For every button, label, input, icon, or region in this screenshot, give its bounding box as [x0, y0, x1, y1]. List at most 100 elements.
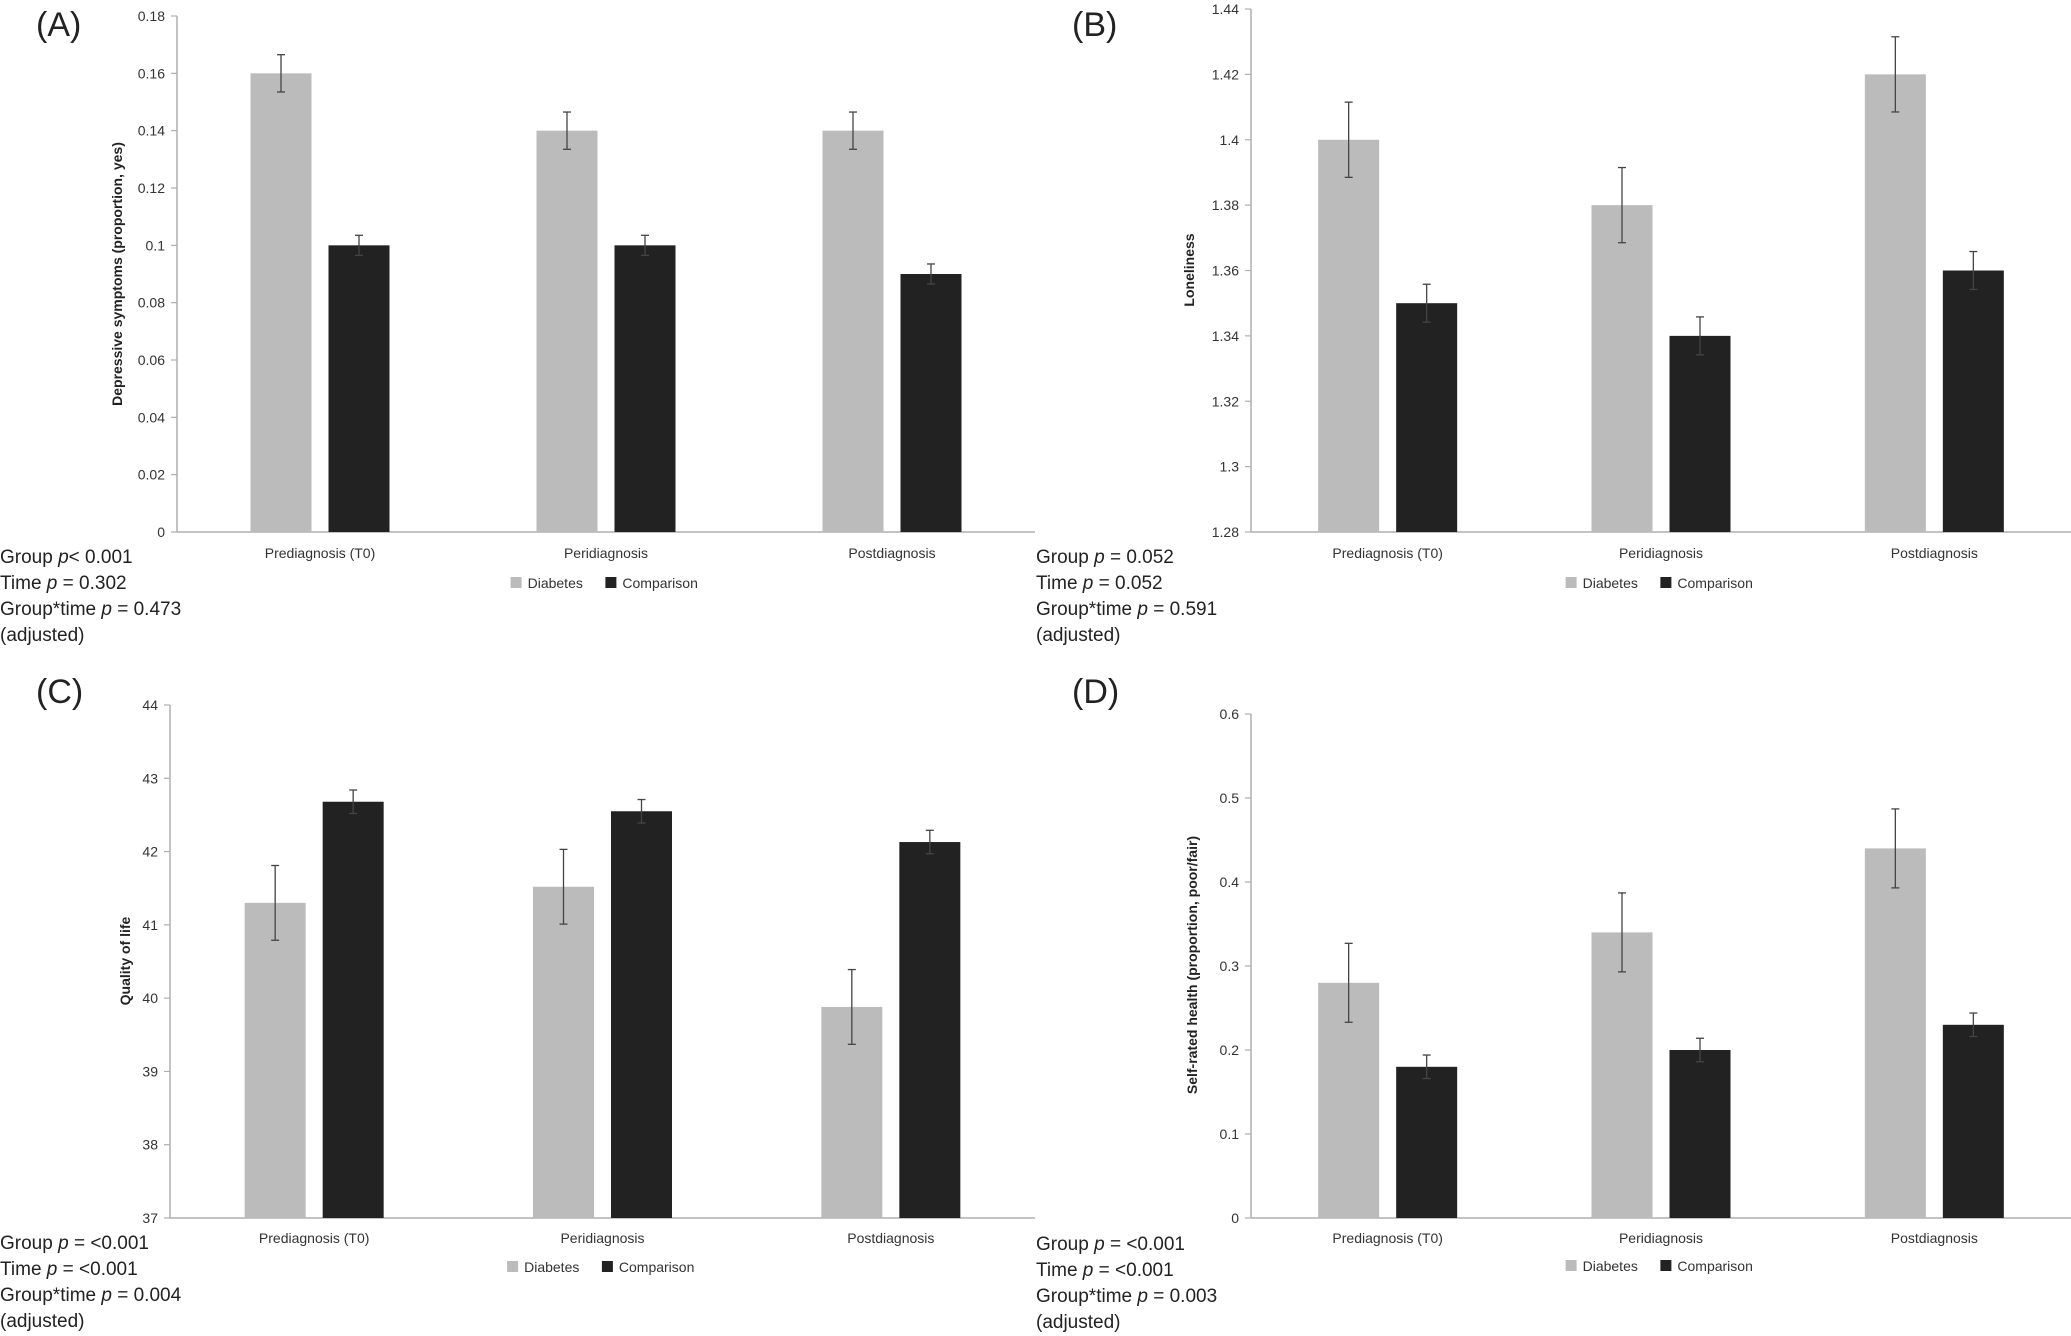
bar-diabetes: [244, 902, 306, 1218]
y-axis-label: Loneliness: [1181, 233, 1197, 306]
bar-diabetes: [1591, 205, 1653, 532]
stats-line: Time p = 0.052: [1036, 573, 1163, 594]
legend-label: Comparison: [1677, 1258, 1752, 1274]
chart-svg: 0 0.02 0.04 0.06 0.08 0.1 0.12 0.14 0.16 0.18 Depr…: [109, 8, 1035, 591]
legend-swatch: [1565, 1260, 1577, 1271]
y-tick-label: 1.44: [1212, 1, 1239, 17]
stats-line: Group*time p = 0.003: [1036, 1286, 1218, 1307]
y-tick-label: 0.6: [1220, 706, 1240, 722]
y-tick-label: 0.14: [138, 123, 165, 139]
y-tick-label: 0.02: [138, 467, 165, 483]
stats-line: (adjusted): [0, 1311, 85, 1332]
legend-label: Comparison: [622, 575, 697, 591]
legend-label: Comparison: [619, 1259, 694, 1275]
x-category-label: Peridiagnosis: [560, 1230, 644, 1246]
stats-line: Time p = <0.001: [0, 1259, 138, 1280]
legend-swatch: [510, 577, 522, 588]
y-tick-label: 1.4: [1220, 132, 1240, 148]
stats-text: Group p = <0.001 Time p = <0.001 Group*tim…: [0, 1231, 181, 1335]
bar-comparison: [1396, 1066, 1458, 1218]
legend-swatch: [1660, 1260, 1672, 1271]
legend-swatch: [1660, 577, 1672, 588]
x-category-label: Postdiagnosis: [848, 545, 935, 561]
stats-line: (adjusted): [1036, 1312, 1121, 1333]
chart-svg: 0 0.1 0.2 0.3 0.4 0.5 0.6 Self-rated health (pr…: [1184, 706, 2071, 1274]
y-tick-label: 0.18: [138, 8, 165, 24]
legend-label: Comparison: [1677, 575, 1752, 591]
y-tick-label: 1.32: [1212, 393, 1239, 409]
chart-panel-b: (B) 1.28 1.3 1.32 1.34 1.36 1.38 1.4 1.42 1.44 Lo…: [1036, 0, 2071, 667]
legend-label: Diabetes: [528, 575, 583, 591]
bar-comparison: [1669, 335, 1731, 532]
y-tick-label: 0.06: [138, 352, 165, 368]
stats-line: Time p = <0.001: [1036, 1260, 1174, 1281]
bar-comparison: [322, 801, 384, 1218]
y-tick-label: 42: [142, 844, 158, 860]
bar-diabetes: [822, 130, 884, 532]
y-tick-label: 40: [142, 990, 158, 1006]
chart-svg: 1.28 1.3 1.32 1.34 1.36 1.38 1.4 1.42 1.44 Loneli…: [1181, 1, 2071, 591]
panel-letter: (A): [36, 6, 82, 44]
y-tick-label: 0.08: [138, 295, 165, 311]
y-tick-label: 0.2: [1220, 1042, 1240, 1058]
x-category-label: Peridiagnosis: [1619, 1230, 1703, 1246]
stats-text: Group p = <0.001 Time p = <0.001 Group*tim…: [1036, 1232, 1217, 1336]
legend-swatch: [605, 577, 617, 588]
bar-comparison: [899, 842, 961, 1218]
stats-line: Time p = 0.302: [0, 573, 127, 594]
y-tick-label: 0.5: [1220, 790, 1240, 806]
bar-diabetes: [536, 130, 598, 532]
panel-letter: (B): [1072, 6, 1118, 44]
y-tick-label: 38: [142, 1137, 158, 1153]
bar-diabetes: [1864, 848, 1926, 1218]
stats-line: Group p = <0.001: [1036, 1234, 1185, 1255]
stats-line: (adjusted): [0, 625, 85, 646]
y-tick-label: 0.12: [138, 180, 165, 196]
legend-label: Diabetes: [1583, 1258, 1638, 1274]
bar-diabetes: [1318, 139, 1380, 532]
bar-comparison: [1942, 1024, 2004, 1218]
y-axis-label: Self-rated health (proportion, poor/fair…: [1184, 836, 1200, 1094]
stats-line: Group*time p = 0.473: [0, 599, 182, 620]
stats-line: Group*time p = 0.591: [1036, 599, 1218, 620]
x-category-label: Postdiagnosis: [1891, 545, 1978, 561]
stats-text: Group p = 0.052 Time p = 0.052 Group*time …: [1036, 545, 1217, 649]
x-category-label: Postdiagnosis: [1891, 1230, 1978, 1246]
bar-comparison: [1669, 1050, 1731, 1218]
chart-panel-d: (D) 0 0.1 0.2 0.3 0.4 0.5 0.6 Self-rated health…: [1036, 667, 2071, 1334]
stats-line: Group p = 0.052: [1036, 547, 1174, 568]
x-category-label: Prediagnosis (T0): [259, 1230, 370, 1246]
y-tick-label: 39: [142, 1063, 158, 1079]
y-axis-label: Depressive symptoms (proportion, yes): [109, 142, 125, 406]
bar-comparison: [900, 274, 962, 532]
bar-diabetes: [533, 886, 594, 1218]
x-category-label: Peridiagnosis: [564, 545, 648, 561]
bar-comparison: [1942, 270, 2004, 532]
y-tick-label: 0: [157, 524, 165, 540]
y-tick-label: 0.04: [138, 409, 165, 425]
y-tick-label: 0: [1231, 1210, 1239, 1226]
x-category-label: Prediagnosis (T0): [265, 545, 376, 561]
legend-swatch: [601, 1261, 613, 1272]
x-category-label: Prediagnosis (T0): [1332, 1230, 1443, 1246]
panel-letter: (C): [36, 673, 84, 711]
bar-comparison: [614, 245, 676, 533]
y-tick-label: 0.16: [138, 65, 165, 81]
stats-line: Group*time p = 0.004: [0, 1285, 182, 1306]
bar-comparison: [611, 811, 672, 1218]
bar-diabetes: [1591, 932, 1653, 1218]
x-category-label: Peridiagnosis: [1619, 545, 1703, 561]
stats-line: (adjusted): [1036, 625, 1121, 646]
bar-diabetes: [250, 73, 312, 532]
y-tick-label: 0.4: [1220, 874, 1240, 890]
legend-label: Diabetes: [524, 1259, 579, 1275]
y-tick-label: 1.38: [1212, 197, 1239, 213]
y-tick-label: 1.42: [1212, 66, 1239, 82]
y-tick-label: 1.3: [1220, 459, 1240, 475]
y-tick-label: 1.28: [1212, 524, 1239, 540]
y-tick-label: 44: [142, 697, 158, 713]
chart-svg: 37 38 39 40 41 42 43 44 Quality of life Prediagno…: [117, 697, 1035, 1275]
legend-label: Diabetes: [1583, 575, 1638, 591]
y-tick-label: 41: [142, 917, 158, 933]
legend-swatch: [1565, 577, 1577, 588]
